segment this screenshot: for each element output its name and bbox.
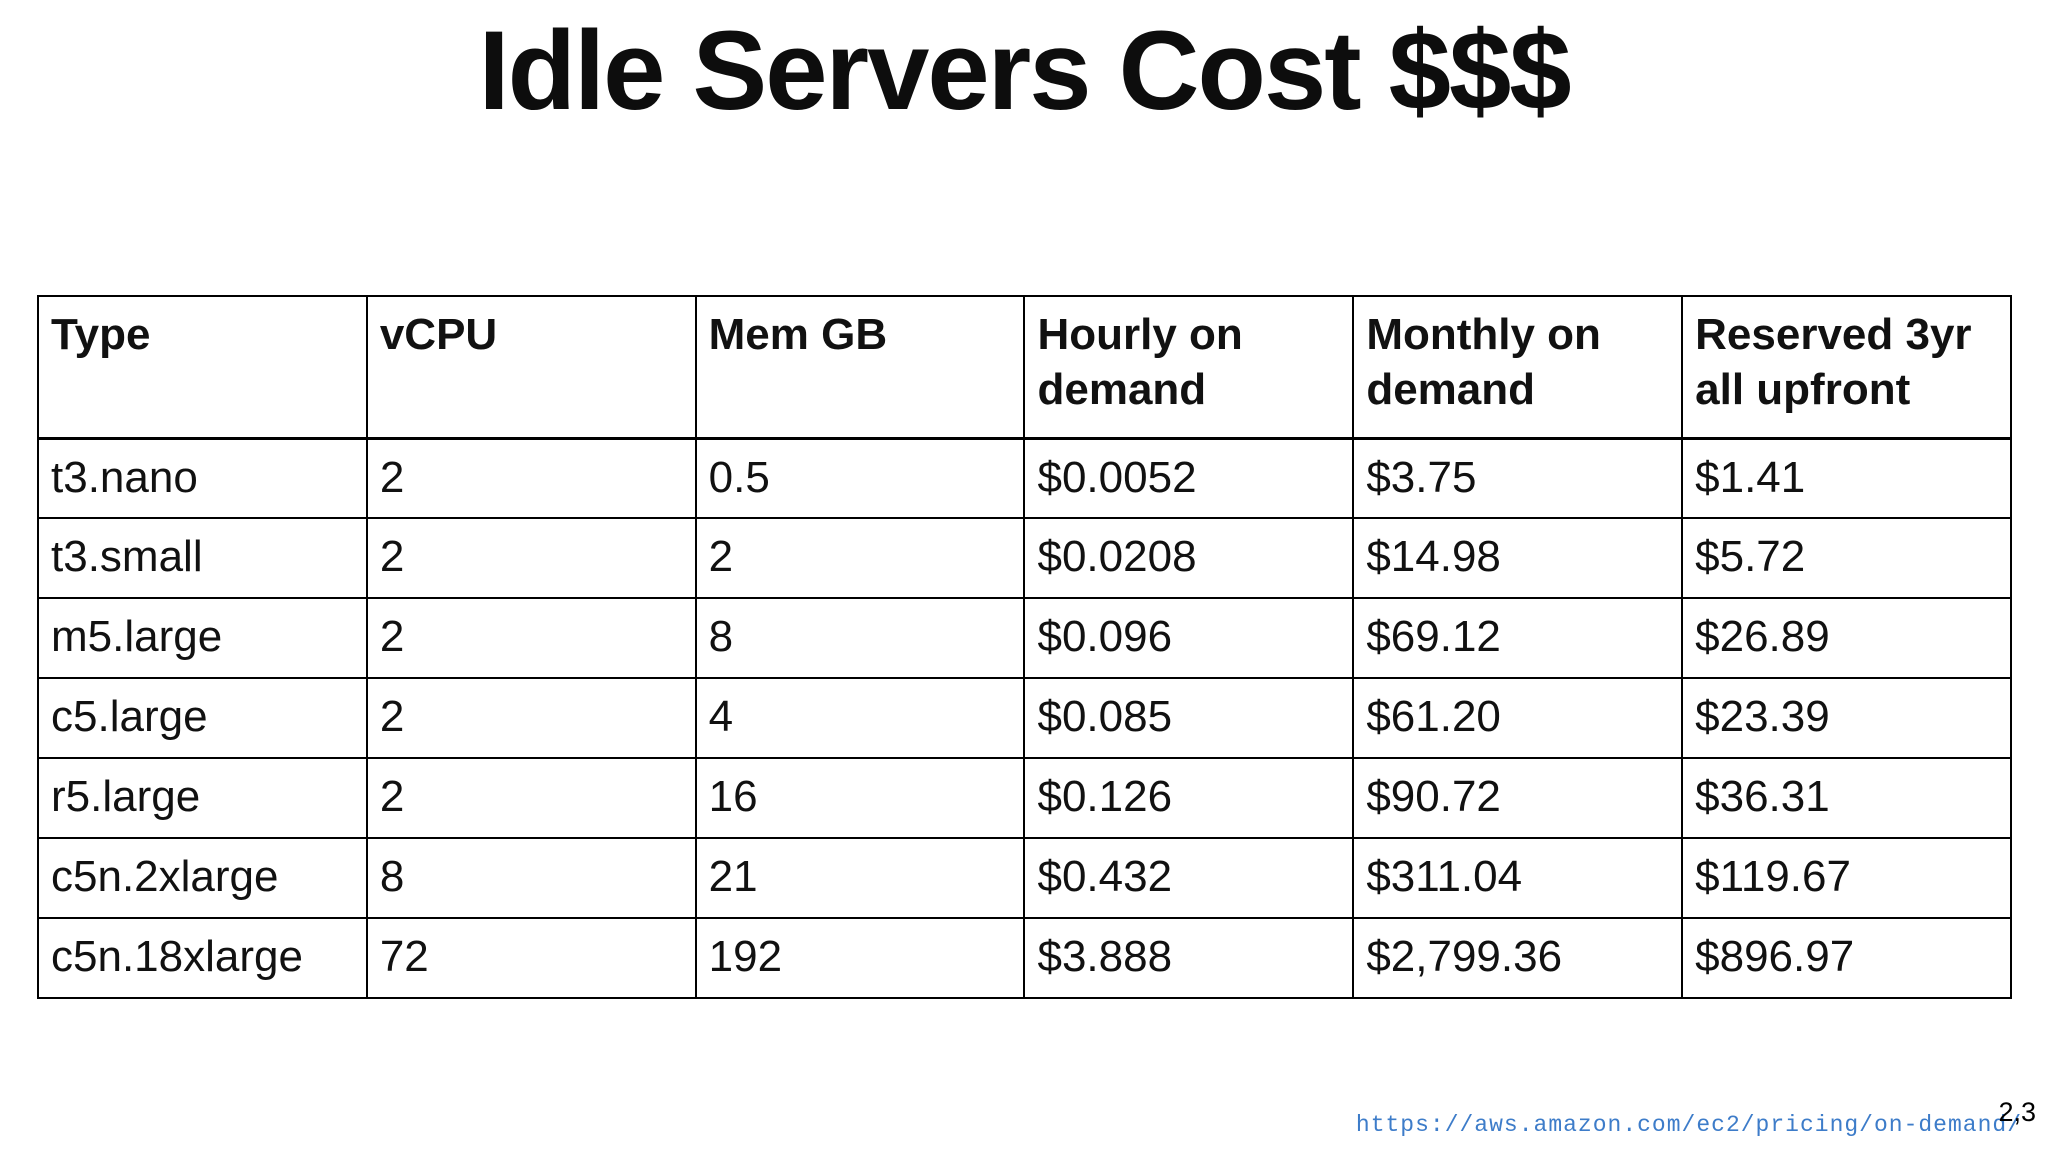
table-header: Type vCPU Mem GB Hourly on demand Monthly on… (37, 295, 2012, 440)
table-row: c5n.18xlarge 72 192 $3.888 $2,799.36 $896.97 (37, 917, 2012, 999)
table-cell: $90.72 (1352, 757, 1684, 839)
table-cell: $36.31 (1681, 757, 2012, 839)
table-cell: 4 (694, 677, 1026, 759)
table-cell: 192 (694, 917, 1026, 999)
table-cell: $0.085 (1023, 677, 1355, 759)
table-cell: $1.41 (1681, 437, 2012, 519)
column-header: Reserved 3yr all upfront (1681, 295, 2012, 440)
column-header: Hourly on demand (1023, 295, 1355, 440)
table-row: t3.nano 2 0.5 $0.0052 $3.75 $1.41 (37, 437, 2012, 519)
table-header-row: Type vCPU Mem GB Hourly on demand Monthly on… (37, 295, 2012, 440)
table-row: t3.small 2 2 $0.0208 $14.98 $5.72 (37, 517, 2012, 599)
table-cell: r5.large (37, 757, 368, 839)
table-cell: $3.75 (1352, 437, 1684, 519)
table-cell: $896.97 (1681, 917, 2012, 999)
table-row: m5.large 2 8 $0.096 $69.12 $26.89 (37, 597, 2012, 679)
table-cell: $69.12 (1352, 597, 1684, 679)
table-cell: 21 (694, 837, 1026, 919)
table-body: t3.nano 2 0.5 $0.0052 $3.75 $1.41 t3.small 2 2 $0… (37, 437, 2012, 999)
column-header: Mem GB (694, 295, 1026, 440)
table-cell: $3.888 (1023, 917, 1355, 999)
table-cell: c5.large (37, 677, 368, 759)
table-cell: 2 (694, 517, 1026, 599)
table-cell: 2 (365, 677, 697, 759)
table-cell: 2 (365, 437, 697, 519)
table-cell: 8 (365, 837, 697, 919)
table-cell: t3.small (37, 517, 368, 599)
table-cell: $119.67 (1681, 837, 2012, 919)
column-header: Monthly on demand (1352, 295, 1684, 440)
table-cell: $0.0052 (1023, 437, 1355, 519)
table-cell: $61.20 (1352, 677, 1684, 759)
table-cell: 72 (365, 917, 697, 999)
column-header: Type (37, 295, 368, 440)
table-cell: c5n.2xlarge (37, 837, 368, 919)
column-header: vCPU (365, 295, 697, 440)
table-cell: 0.5 (694, 437, 1026, 519)
table-cell: $14.98 (1352, 517, 1684, 599)
table-cell: 16 (694, 757, 1026, 839)
table-cell: $2,799.36 (1352, 917, 1684, 999)
table-cell: 2 (365, 517, 697, 599)
instance-pricing-table: Type vCPU Mem GB Hourly on demand Monthly on… (37, 295, 2012, 999)
table-cell: $0.432 (1023, 837, 1355, 919)
table-cell: $0.096 (1023, 597, 1355, 679)
table-cell: 2 (365, 597, 697, 679)
table-cell: t3.nano (37, 437, 368, 519)
table-cell: 2 (365, 757, 697, 839)
table-cell: $0.0208 (1023, 517, 1355, 599)
footnote-refs: 2,3 (1998, 1097, 2036, 1127)
table-cell: c5n.18xlarge (37, 917, 368, 999)
table-row: c5.large 2 4 $0.085 $61.20 $23.39 (37, 677, 2012, 759)
table-cell: m5.large (37, 597, 368, 679)
slide-title: Idle Servers Cost $$$ (478, 8, 1571, 133)
table-cell: $26.89 (1681, 597, 2012, 679)
table-row: c5n.2xlarge 8 21 $0.432 $311.04 $119.67 (37, 837, 2012, 919)
table-cell: $5.72 (1681, 517, 2012, 599)
table-cell: 8 (694, 597, 1026, 679)
table-cell: $23.39 (1681, 677, 2012, 759)
table-row: r5.large 2 16 $0.126 $90.72 $36.31 (37, 757, 2012, 839)
source-url-link[interactable]: https://aws.amazon.com/ec2/pricing/on-de… (1355, 1112, 2022, 1138)
table-cell: $0.126 (1023, 757, 1355, 839)
table-cell: $311.04 (1352, 837, 1684, 919)
